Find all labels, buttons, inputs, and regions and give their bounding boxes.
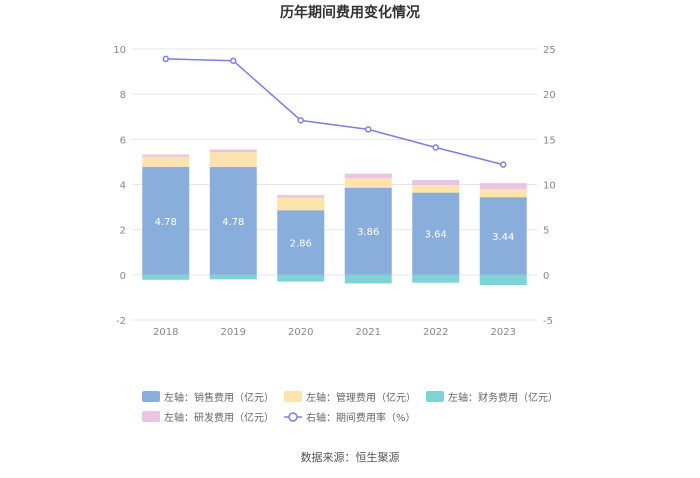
right-axis-tick: 10 [543,181,556,192]
x-axis-tick: 2020 [288,327,313,338]
right-axis-tick: 0 [543,271,549,282]
legend-item[interactable]: 左轴：销售费用（亿元） [142,391,274,404]
bar-segment [344,173,392,179]
source-note: 数据来源：恒生聚源 [301,450,400,464]
legend-swatch [426,391,444,402]
right-axis-tick: 15 [543,135,556,146]
right-axis-tick: 25 [543,45,556,56]
legend-label: 左轴：销售费用（亿元） [164,391,274,404]
x-axis-tick: 2018 [153,327,178,338]
legend-item[interactable]: 左轴：管理费用（亿元） [284,391,416,404]
x-axis-tick: 2023 [491,327,516,338]
bar-segment [412,274,460,283]
left-axis-tick: 10 [113,45,126,56]
legend-label: 右轴：期间费用率（%） [306,411,416,424]
left-axis-tick: 6 [120,135,126,146]
x-axis-tick: 2021 [356,327,381,338]
legend-marker-icon [288,412,298,422]
rate-point [500,161,507,168]
bar-segment [412,185,460,193]
bar-segment [142,154,190,157]
bar-segment [479,189,527,198]
bar-data-label: 4.78 [222,217,244,228]
x-axis-tick: 2019 [221,327,246,338]
bar-segment [209,149,257,153]
rate-point [432,144,439,151]
bar-segment [142,166,190,275]
rate-point [297,117,304,124]
left-axis-tick: 2 [120,226,126,237]
bar-data-label: 3.64 [425,230,447,241]
left-axis-tick: 0 [120,271,126,282]
bar-segment [209,166,257,275]
right-axis-tick: 20 [543,90,556,101]
bar-segment [479,197,527,275]
bar-segment [142,156,190,167]
rate-line-path [165,58,504,166]
legend-swatch [142,391,160,402]
rate-point [230,57,237,64]
bar-segment [344,178,392,188]
bars: 4.78 4.78 2.86 3.86 3.64 3.44 [142,149,527,285]
right-axis-tick: 5 [543,226,549,237]
bar-segment [479,183,527,190]
bar-segment [412,179,460,186]
legend-item[interactable]: 左轴：财务费用（亿元） [426,391,558,404]
left-axis-tick: -2 [116,316,126,327]
bar-segment [344,274,392,284]
legend: 左轴：销售费用（亿元） 左轴：管理费用（亿元） 左轴：财务费用（亿元） 左轴：研发费用… [142,391,558,424]
legend-swatch [142,411,160,422]
bar-data-label: 3.86 [357,227,379,238]
legend-label: 左轴：管理费用（亿元） [306,391,416,404]
bar-data-label: 2.86 [290,239,312,250]
legend-swatch [284,391,302,402]
bar-segment [209,152,257,167]
bar-segment [277,197,325,211]
gridlines [132,48,537,321]
rate-line [162,55,507,168]
legend-item[interactable]: 右轴：期间费用率（%） [284,411,416,424]
x-axis-tick: 2022 [423,327,448,338]
right-axis-tick: -5 [543,316,553,327]
legend-item[interactable]: 左轴：研发费用（亿元） [142,411,274,424]
rate-point [365,126,372,133]
left-axis-tick: 8 [120,90,126,101]
left-axis-tick: 4 [120,181,126,192]
bar-segment [142,274,190,280]
bar-segment [277,210,325,275]
legend-label: 左轴：研发费用（亿元） [164,411,274,424]
bar-segment [277,274,325,282]
axes: -2 0 2 4 6 8 10 -5 0 5 10 15 20 25 2018 2019 2020 2021 202… [113,45,555,338]
bar-segment [412,192,460,275]
rate-point [162,55,169,63]
bar-data-label: 4.78 [155,217,177,228]
bar-data-label: 3.44 [492,232,514,243]
bar-segment [277,195,325,198]
chart-title: 历年期间费用变化情况 [280,4,420,21]
bar-segment [209,274,257,280]
bar-segment [479,274,527,285]
bar-segment [344,187,392,275]
legend-label: 左轴：财务费用（亿元） [448,391,558,404]
